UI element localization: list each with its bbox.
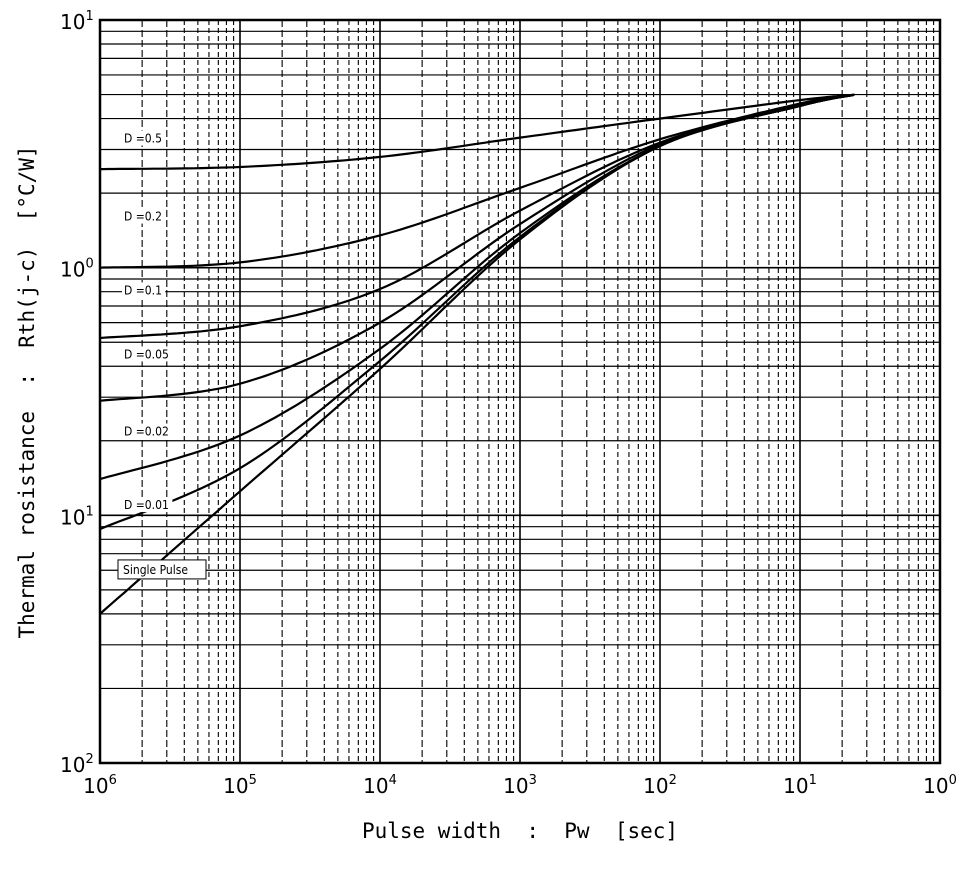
curve-labels: D =0.5 D =0.2 D =0.1 D =0.05 D =0.02 D =0.01 S… (117, 130, 207, 580)
series-label-bg (122, 423, 173, 439)
y-tick-label: 101 (60, 504, 94, 529)
series-line (99, 93, 855, 269)
x-axis-title: Pulse width : Pw [sec] (362, 819, 678, 843)
series-label: D =0.5 (124, 132, 162, 146)
series-label: D =0.01 (124, 498, 169, 512)
series-line (99, 93, 855, 481)
series-label-bg (122, 497, 173, 513)
x-tick-label: 103 (503, 773, 537, 798)
series-label: D =0.2 (124, 210, 162, 224)
y-tick-label: 100 (60, 257, 94, 282)
y-axis-title: Thermal rosistance : Rth(j-c) [°C/W] (15, 145, 39, 638)
series-label-bg (122, 282, 166, 298)
series-line (100, 93, 855, 171)
series-label: D =0.05 (124, 347, 169, 361)
series-label-bg (122, 208, 166, 224)
x-tick-label: 101 (783, 773, 817, 798)
series-label-box (117, 559, 207, 580)
series-label: Single Pulse (123, 563, 188, 577)
x-tick-label: 104 (363, 773, 397, 798)
curves (99, 93, 855, 615)
plot-border (98, 18, 942, 765)
x-tick-label: 100 (923, 773, 957, 798)
tick-labels: 106 105 104 103 102 101 100 101 100 101 102 (60, 9, 957, 798)
series-label: D =0.1 (124, 283, 162, 297)
series-line (99, 93, 855, 340)
series-line (99, 93, 855, 615)
grid (99, 20, 940, 764)
y-tick-label: 102 (60, 752, 94, 777)
x-tick-label: 106 (83, 773, 117, 798)
x-tick-label: 102 (643, 773, 677, 798)
plot-frame (98, 18, 942, 765)
series-label: D =0.02 (124, 425, 169, 439)
series-line (99, 93, 855, 531)
series-label-bg (122, 346, 173, 362)
x-tick-label: 105 (223, 773, 257, 798)
series-label-bg (122, 130, 166, 146)
y-tick-label: 101 (60, 9, 94, 34)
series-line (99, 93, 855, 402)
